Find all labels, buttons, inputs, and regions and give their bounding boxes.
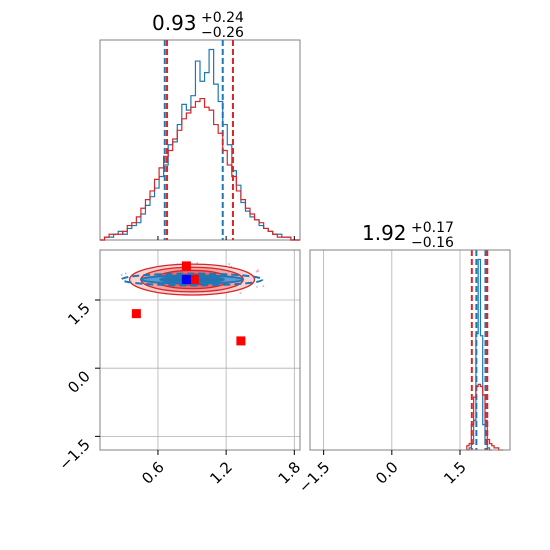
marginal-0-hist-series-1 xyxy=(100,97,300,241)
title-param-0-minus: −0.26 xyxy=(201,25,244,41)
title-param-0-plus: +0.24 xyxy=(201,10,244,26)
joint-xtick-label-1: 1.2 xyxy=(206,458,236,488)
marginal-1-xtick-label-0: −1.5 xyxy=(295,458,333,496)
joint-marker-2 xyxy=(181,275,191,285)
joint-xtick-label-0: 0.6 xyxy=(138,458,168,488)
joint-panel xyxy=(100,250,300,450)
title-param-0-value: 0.93 xyxy=(152,11,197,35)
marginal-1-hist-series-0 xyxy=(466,258,492,451)
joint-scatter-point-32 xyxy=(124,272,127,275)
joint-panel-frame xyxy=(99,249,301,451)
marginal-0-hist-series-0 xyxy=(100,48,300,241)
joint-ytick-label-1: 0.0 xyxy=(64,367,94,397)
joint-ytick-label-0: 1.5 xyxy=(64,299,94,329)
marginal-panel-0-frame xyxy=(99,39,301,241)
marginal-panel-1-frame xyxy=(309,249,511,451)
marginal-1-xtick-label-1: 0.0 xyxy=(372,458,402,488)
joint-scatter-point-37 xyxy=(239,292,242,295)
joint-marker-0 xyxy=(181,261,191,271)
marginal-panel-0 xyxy=(100,40,300,241)
joint-contour-a-0 xyxy=(120,272,264,287)
title-param-1-plus: +0.17 xyxy=(411,220,454,236)
joint-scatter-point-16 xyxy=(228,263,231,265)
joint-ytick-label-2: −1.5 xyxy=(55,435,93,473)
joint-scatter-point-48 xyxy=(120,274,123,276)
joint-scatter-point-38 xyxy=(256,285,258,288)
joint-marker-4 xyxy=(236,336,246,346)
joint-marker-3 xyxy=(131,309,141,319)
marginal-panel-1 xyxy=(323,250,504,451)
joint-scatter-point-22 xyxy=(196,261,199,264)
joint-scatter-point-47 xyxy=(256,269,259,272)
tick-labels: 0.6 1.2 1.81.50.0−1.5−1.5 0.0 1.5 xyxy=(55,299,469,496)
joint-scatter-point-3 xyxy=(255,270,258,273)
title-param-1-value: 1.92 xyxy=(362,221,407,245)
marginal-1-xtick-label-2: 1.5 xyxy=(440,458,470,488)
joint-marker-1 xyxy=(189,275,199,285)
joint-scatter-point-11 xyxy=(262,285,265,287)
title-param-1-minus: −0.16 xyxy=(411,235,454,251)
